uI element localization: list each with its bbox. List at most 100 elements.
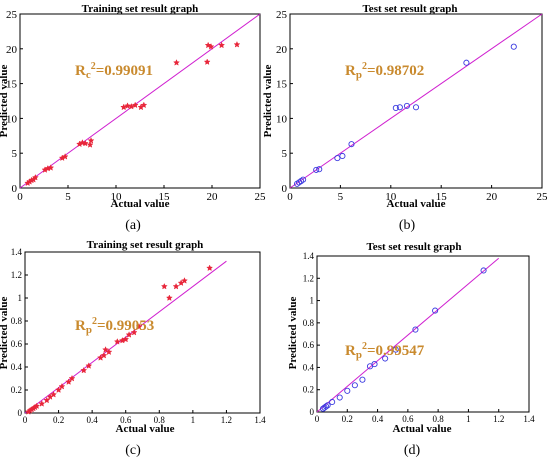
data-point-star bbox=[38, 400, 46, 407]
data-point-star bbox=[65, 378, 73, 385]
x-tick-label: 0 bbox=[287, 191, 293, 203]
data-point-circle bbox=[323, 403, 330, 410]
data-point-circle bbox=[463, 59, 470, 66]
x-tick-label: 1.2 bbox=[221, 415, 232, 425]
y-tick-label: 0.6 bbox=[11, 339, 23, 349]
y-tick-label: 5 bbox=[282, 148, 288, 160]
chart-title: Test set result graph bbox=[366, 241, 461, 253]
fit-line bbox=[289, 13, 543, 189]
r-squared-annotation: Rc2=0.99091 bbox=[75, 61, 153, 81]
plot-frame bbox=[24, 251, 261, 414]
data-point-star bbox=[47, 164, 55, 171]
y-tick-label: 1.4 bbox=[11, 247, 23, 257]
data-point-star bbox=[173, 59, 180, 66]
y-tick-label: 10 bbox=[6, 113, 18, 125]
data-point-circle bbox=[412, 104, 420, 111]
data-point-circle bbox=[392, 104, 399, 112]
data-point-circle bbox=[432, 307, 439, 314]
y-tick-label: 0 bbox=[18, 408, 23, 418]
x-tick-label: 1 bbox=[191, 415, 196, 425]
data-point-circle bbox=[382, 355, 389, 362]
data-point-star bbox=[31, 173, 39, 181]
y-tick-label: 0.8 bbox=[303, 318, 315, 328]
y-tick-label: 0.4 bbox=[11, 362, 23, 372]
data-point-star bbox=[50, 390, 58, 398]
y-tick-label: 15 bbox=[6, 79, 18, 91]
data-point-circle bbox=[351, 382, 358, 389]
data-point-star bbox=[85, 362, 93, 369]
data-point-star bbox=[180, 277, 188, 284]
x-tick-label: 25 bbox=[255, 191, 267, 203]
y-tick-label: 15 bbox=[276, 79, 288, 91]
data-point-star bbox=[61, 153, 69, 160]
x-tick-label: 1.2 bbox=[493, 414, 504, 424]
plot-frame bbox=[316, 255, 530, 413]
plot-frame bbox=[289, 13, 543, 189]
data-point-star bbox=[113, 338, 121, 345]
data-point-star bbox=[105, 348, 113, 356]
x-tick-label: 1.4 bbox=[523, 414, 535, 424]
y-tick-label: 0.6 bbox=[303, 340, 315, 350]
data-point-circle bbox=[510, 43, 517, 50]
chart-title: Training set result graph bbox=[87, 239, 204, 251]
x-tick-label: 0.6 bbox=[120, 415, 132, 425]
panel-a: Training set result graph 0 5 10 15 20 25 0 5 10… bbox=[0, 3, 266, 233]
data-point-circle bbox=[396, 104, 403, 111]
y-tick-label: 20 bbox=[6, 44, 18, 56]
data-point-star bbox=[80, 366, 88, 374]
x-tick-label: 1.4 bbox=[254, 415, 266, 425]
panel-caption: (d) bbox=[404, 443, 421, 458]
tick-layer: 0 5 10 15 20 25 0 5 10 15 20 25 bbox=[6, 9, 266, 203]
plot-frame bbox=[19, 13, 261, 189]
y-tick-label: 1.2 bbox=[11, 270, 22, 280]
data-point-star bbox=[203, 58, 211, 65]
y-tick-label: 5 bbox=[12, 148, 18, 160]
panel-d: Test set result graph 0 0.2 0.4 0.6 0.8 1 1.2 1… bbox=[287, 241, 535, 458]
y-axis-label: Predicted value bbox=[262, 64, 274, 137]
panel-caption: (c) bbox=[125, 443, 141, 458]
y-tick-label: 0.2 bbox=[303, 385, 314, 395]
data-point-star bbox=[124, 102, 131, 109]
data-point-circle bbox=[300, 176, 307, 183]
data-point-star bbox=[122, 335, 130, 343]
data-point-star bbox=[131, 101, 139, 109]
y-tick-label: 1.4 bbox=[303, 251, 315, 261]
x-tick-label: 0 bbox=[23, 415, 28, 425]
x-tick-label: 20 bbox=[486, 191, 498, 203]
data-point-circle bbox=[329, 398, 336, 406]
data-point-star bbox=[100, 351, 108, 359]
x-tick-label: 15 bbox=[159, 191, 171, 203]
panel-c: Training set result graph 0 0.2 0.4 0.6 0.8 1… bbox=[0, 239, 266, 458]
data-point-circle bbox=[336, 394, 343, 401]
x-tick-label: 0.4 bbox=[372, 414, 384, 424]
r-squared-annotation: Rp2=0.98702 bbox=[345, 61, 424, 81]
data-point-star bbox=[120, 103, 128, 111]
y-tick-label: 0 bbox=[310, 407, 315, 417]
data-point-circle bbox=[316, 166, 323, 173]
x-tick-label: 20 bbox=[207, 191, 219, 203]
x-axis-label: Actual value bbox=[111, 198, 170, 210]
data-point-star bbox=[135, 323, 143, 330]
fit-line bbox=[19, 13, 261, 189]
y-tick-label: 0.4 bbox=[303, 362, 315, 372]
x-tick-label: 10 bbox=[385, 191, 397, 203]
y-axis-label: Predicted value bbox=[0, 296, 10, 369]
data-point-circle bbox=[324, 402, 331, 409]
y-tick-label: 0 bbox=[12, 183, 18, 195]
data-point-circle bbox=[334, 155, 341, 162]
data-point-star bbox=[68, 374, 76, 382]
data-point-circle bbox=[392, 346, 399, 353]
x-tick-label: 0.8 bbox=[154, 415, 166, 425]
data-point-circle bbox=[371, 361, 378, 368]
x-tick-label: 0.4 bbox=[87, 415, 99, 425]
fit-line bbox=[316, 257, 500, 413]
tick-layer: 0 0.2 0.4 0.6 0.8 1 1.2 1.4 0 0.2 0.4 0.6 0.8 1 1.2 1.4 bbox=[11, 247, 266, 425]
data-point-circle bbox=[403, 102, 410, 109]
data-point-circle bbox=[359, 376, 366, 383]
x-tick-label: 10 bbox=[111, 191, 123, 203]
data-point-star bbox=[172, 282, 180, 290]
data-point-star bbox=[43, 396, 51, 404]
x-axis-label: Actual value bbox=[116, 423, 175, 435]
data-point-circle bbox=[348, 141, 355, 148]
y-tick-label: 20 bbox=[276, 44, 288, 56]
